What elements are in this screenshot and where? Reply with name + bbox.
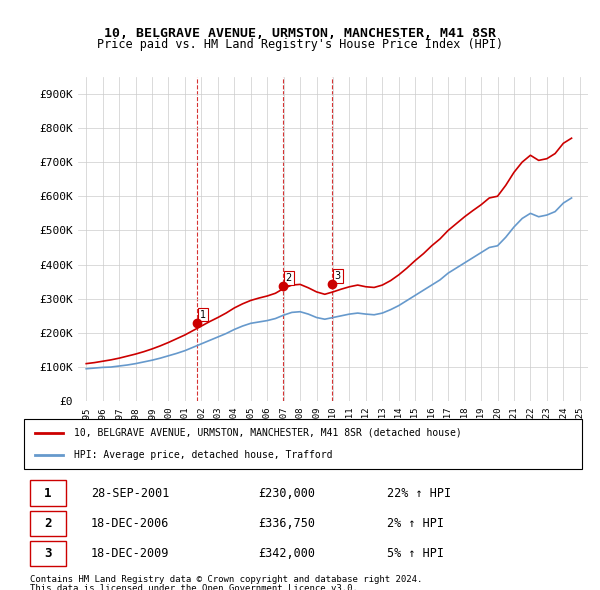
Text: HPI: Average price, detached house, Trafford: HPI: Average price, detached house, Traf…: [74, 450, 333, 460]
Text: This data is licensed under the Open Government Licence v3.0.: This data is licensed under the Open Gov…: [30, 584, 358, 590]
Text: 3: 3: [335, 271, 341, 281]
Text: 2: 2: [44, 517, 52, 530]
Text: 2: 2: [286, 273, 292, 283]
Text: Price paid vs. HM Land Registry's House Price Index (HPI): Price paid vs. HM Land Registry's House …: [97, 38, 503, 51]
Text: 22% ↑ HPI: 22% ↑ HPI: [387, 487, 451, 500]
Text: 2% ↑ HPI: 2% ↑ HPI: [387, 517, 444, 530]
Text: 18-DEC-2009: 18-DEC-2009: [91, 547, 169, 560]
Text: 3: 3: [44, 547, 52, 560]
Text: Contains HM Land Registry data © Crown copyright and database right 2024.: Contains HM Land Registry data © Crown c…: [30, 575, 422, 584]
Text: £230,000: £230,000: [259, 487, 316, 500]
FancyBboxPatch shape: [29, 510, 66, 536]
Text: 10, BELGRAVE AVENUE, URMSTON, MANCHESTER, M41 8SR: 10, BELGRAVE AVENUE, URMSTON, MANCHESTER…: [104, 27, 496, 40]
Text: 1: 1: [44, 487, 52, 500]
Text: 10, BELGRAVE AVENUE, URMSTON, MANCHESTER, M41 8SR (detached house): 10, BELGRAVE AVENUE, URMSTON, MANCHESTER…: [74, 428, 462, 438]
Text: 28-SEP-2001: 28-SEP-2001: [91, 487, 169, 500]
Text: £336,750: £336,750: [259, 517, 316, 530]
FancyBboxPatch shape: [29, 541, 66, 566]
Text: 5% ↑ HPI: 5% ↑ HPI: [387, 547, 444, 560]
Text: 1: 1: [200, 310, 206, 320]
FancyBboxPatch shape: [29, 480, 66, 506]
Text: £342,000: £342,000: [259, 547, 316, 560]
FancyBboxPatch shape: [24, 419, 582, 469]
Text: 18-DEC-2006: 18-DEC-2006: [91, 517, 169, 530]
